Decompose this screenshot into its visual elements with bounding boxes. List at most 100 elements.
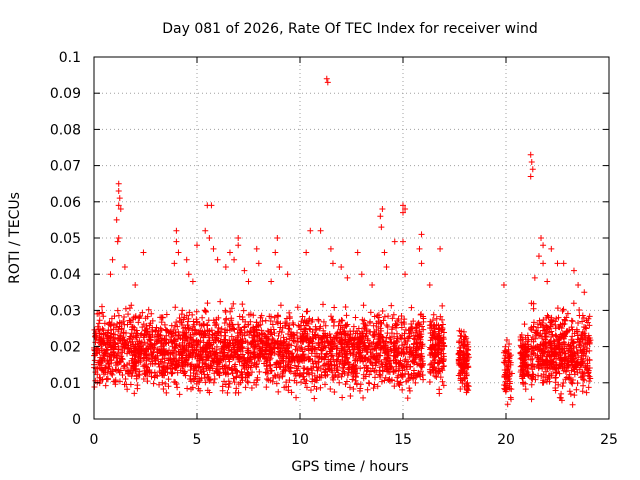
data-point (528, 336, 535, 343)
data-point (222, 336, 229, 343)
data-point (353, 380, 360, 387)
data-point (336, 379, 343, 386)
data-point (576, 342, 583, 349)
data-point (288, 351, 295, 358)
data-point (241, 324, 248, 331)
data-point (286, 309, 293, 316)
data-point (402, 338, 409, 345)
data-point (239, 301, 246, 308)
data-point (313, 326, 320, 333)
data-point (341, 341, 348, 348)
data-point (354, 249, 361, 256)
data-point (434, 360, 441, 367)
data-point (258, 337, 265, 344)
data-point (221, 378, 228, 385)
data-point (235, 321, 242, 328)
data-point (545, 339, 552, 346)
data-point (174, 384, 181, 391)
data-point (261, 353, 268, 360)
data-point (301, 376, 308, 383)
data-point (586, 340, 593, 347)
data-point (586, 334, 593, 341)
data-point (546, 339, 553, 346)
data-point (554, 305, 561, 312)
data-point (115, 312, 122, 319)
data-point (562, 341, 569, 348)
data-point (532, 376, 539, 383)
data-point (322, 381, 329, 388)
data-point (508, 370, 515, 377)
data-point (536, 317, 543, 324)
data-point (202, 227, 209, 234)
data-point (182, 372, 189, 379)
data-point (419, 341, 426, 348)
data-point (249, 338, 256, 345)
data-point (586, 313, 593, 320)
data-point (418, 364, 425, 371)
data-point (279, 353, 286, 360)
data-point (146, 333, 153, 340)
data-point (375, 318, 382, 325)
data-point (318, 374, 325, 381)
data-point (189, 327, 196, 334)
data-point (149, 358, 156, 365)
data-point (224, 389, 231, 396)
data-point (501, 355, 508, 362)
data-point (415, 347, 422, 354)
data-point (299, 313, 306, 320)
data-point (142, 363, 149, 370)
data-point (351, 335, 358, 342)
data-point (557, 346, 564, 353)
data-point (209, 345, 216, 352)
data-point (197, 327, 204, 334)
data-point (143, 352, 150, 359)
data-point (392, 359, 399, 366)
data-point (235, 389, 242, 396)
data-point (380, 343, 387, 350)
data-point (136, 314, 143, 321)
data-point (464, 364, 471, 371)
data-point (533, 330, 540, 337)
data-point (529, 361, 536, 368)
data-point (399, 373, 406, 380)
data-point (237, 348, 244, 355)
data-point (395, 345, 402, 352)
x-tick-label: 25 (600, 432, 618, 448)
data-point (408, 329, 415, 336)
data-point (269, 321, 276, 328)
data-point (503, 361, 510, 368)
data-point (427, 344, 434, 351)
data-point (213, 346, 220, 353)
data-point (131, 390, 138, 397)
data-point (268, 278, 275, 285)
data-point (440, 350, 447, 357)
data-point (284, 271, 291, 278)
data-point (553, 364, 560, 371)
data-point (111, 336, 118, 343)
data-point (544, 278, 551, 285)
x-axis-label: GPS time / hours (291, 459, 408, 475)
data-point (437, 338, 444, 345)
data-point (555, 353, 562, 360)
data-point (99, 325, 106, 332)
data-point (92, 330, 99, 337)
data-point (392, 340, 399, 347)
data-point (361, 317, 368, 324)
data-point (190, 369, 197, 376)
data-point (457, 349, 464, 356)
data-point (430, 311, 437, 318)
data-point (362, 355, 369, 362)
data-point (227, 308, 234, 315)
data-point (406, 333, 413, 340)
data-point (398, 362, 405, 369)
data-point (418, 323, 425, 330)
data-point (538, 235, 545, 241)
data-point (573, 344, 580, 351)
data-point (161, 336, 168, 343)
data-point (570, 300, 577, 307)
data-point (508, 396, 515, 403)
data-point (282, 322, 289, 329)
data-point (575, 336, 582, 343)
data-point (248, 369, 255, 376)
data-point (398, 324, 405, 331)
